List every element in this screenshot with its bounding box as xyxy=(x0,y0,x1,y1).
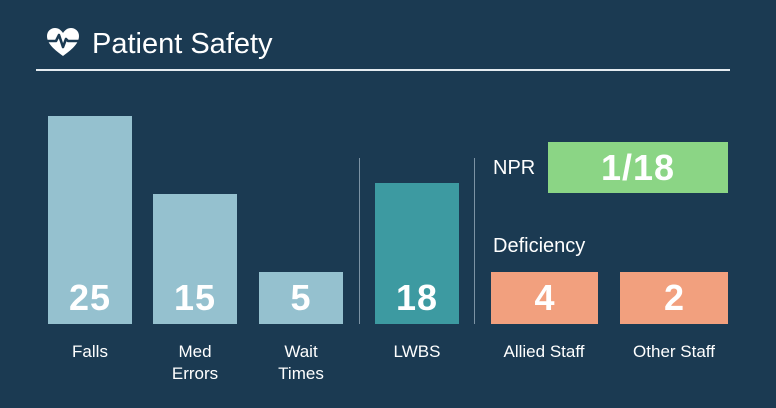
wait-times-label: Wait Times xyxy=(246,341,356,385)
other-staff-badge: 2 xyxy=(620,272,728,324)
allied-staff-value: 4 xyxy=(534,277,555,318)
falls-label: Falls xyxy=(35,341,145,363)
allied-staff-label-text: Allied Staff xyxy=(503,342,585,361)
heart-pulse-icon xyxy=(45,26,81,58)
npr-label: NPR xyxy=(493,157,536,179)
other-staff-value: 2 xyxy=(663,277,685,318)
allied-staff-badge: 4 xyxy=(491,272,598,324)
med-errors-label: Med Errors xyxy=(140,341,250,385)
lwbs-value: 18 xyxy=(395,277,439,318)
header-divider xyxy=(36,69,730,71)
deficiency-label: Deficiency xyxy=(493,235,586,257)
other-staff-label-text: Other Staff xyxy=(633,342,715,361)
med-errors-bar: 15 xyxy=(153,194,237,324)
wait-times-bar: 5 xyxy=(259,272,343,324)
lwbs-label-line: LWBS xyxy=(393,342,441,361)
npr-badge: 1/18 xyxy=(548,142,728,193)
falls-label-line: Falls xyxy=(72,342,108,361)
med-errors-label-line-2: Errors xyxy=(171,364,219,383)
med-errors-value: 15 xyxy=(173,277,217,318)
med-errors-label-line-1: Med xyxy=(178,342,212,361)
section-divider xyxy=(359,158,360,324)
other-staff-label: Other Staff xyxy=(619,341,729,363)
npr-value: 1/18 xyxy=(600,146,676,188)
section-divider xyxy=(474,158,475,324)
allied-staff-label: Allied Staff xyxy=(489,341,599,363)
lwbs-label: LWBS xyxy=(362,341,472,363)
lwbs-bar: 18 xyxy=(375,183,459,324)
wait-times-label-line-2: Times xyxy=(278,364,324,383)
page-title: Patient Safety xyxy=(92,28,273,60)
falls-value: 25 xyxy=(68,277,112,318)
falls-bar: 25 xyxy=(48,116,132,324)
wait-times-label-line-1: Wait xyxy=(284,342,318,361)
wait-times-value: 5 xyxy=(290,277,312,318)
